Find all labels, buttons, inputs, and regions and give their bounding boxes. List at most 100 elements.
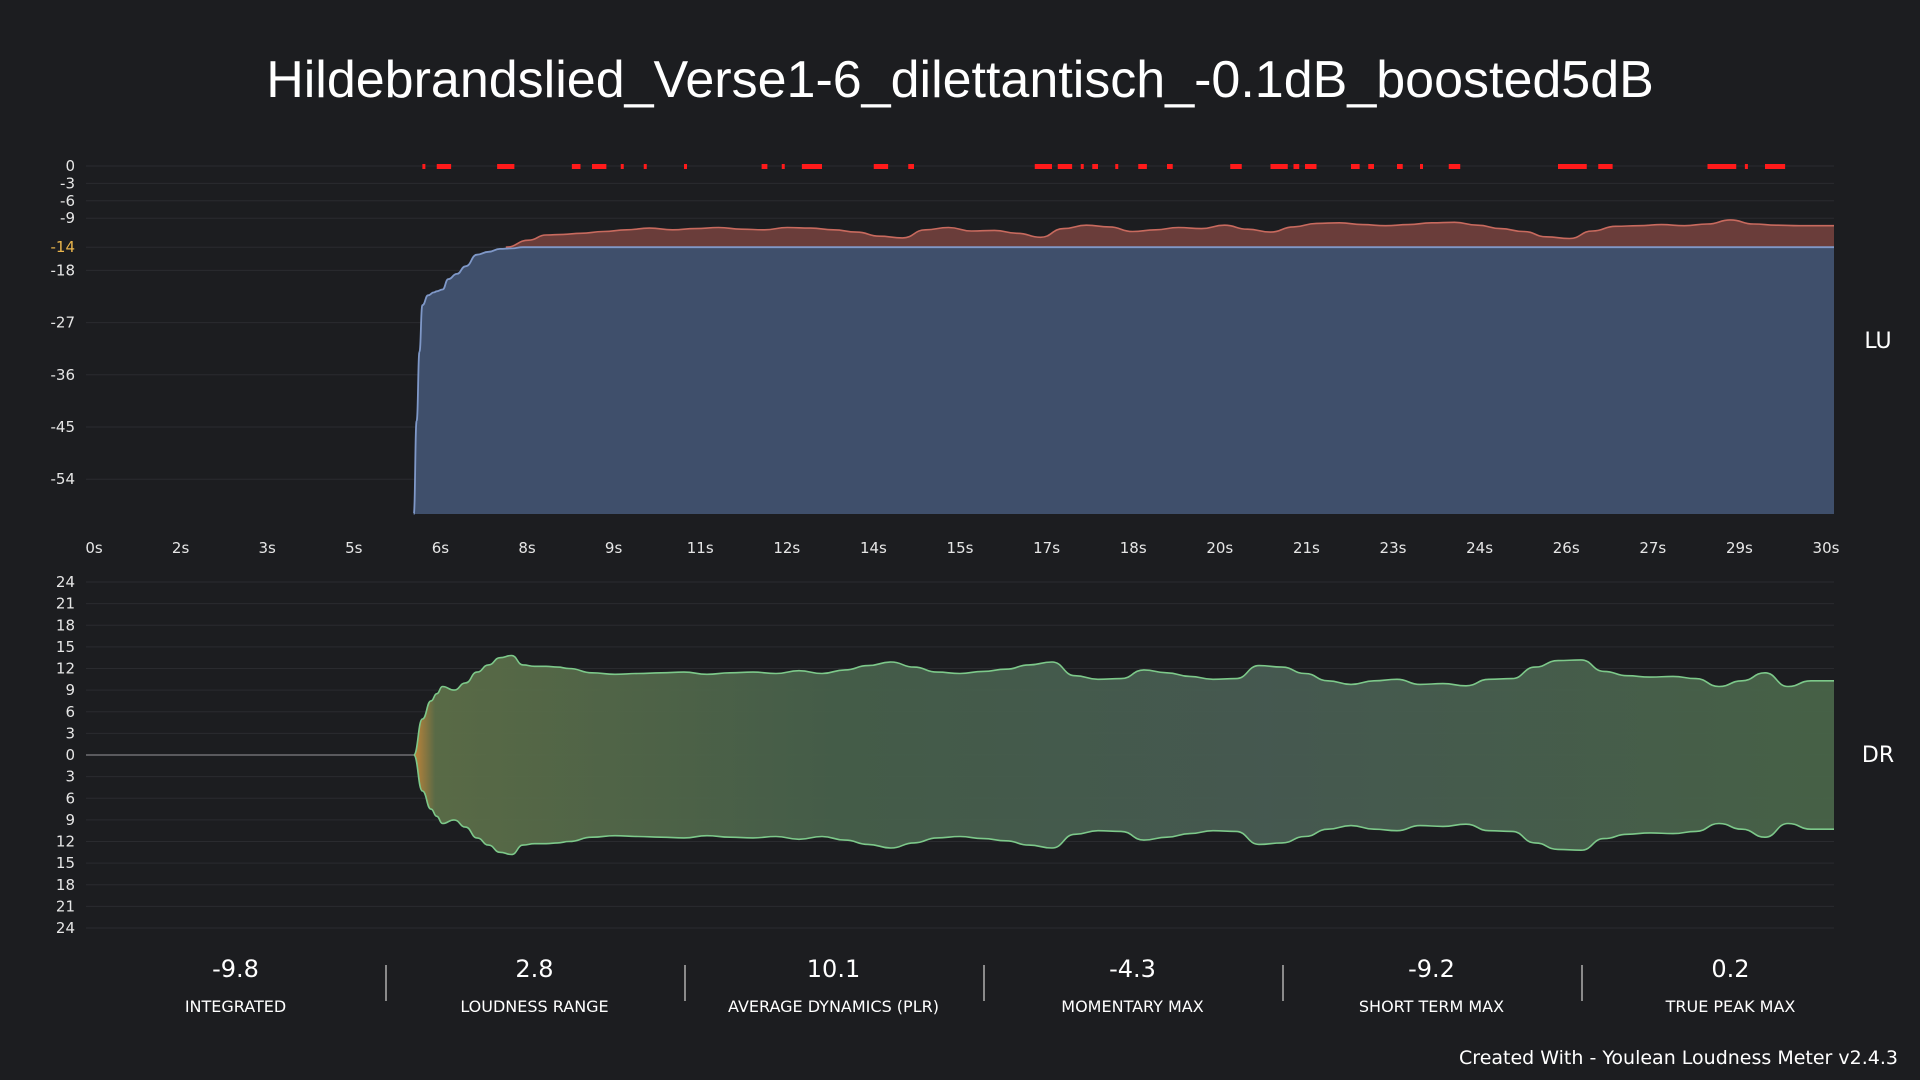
stat-label: LOUDNESS RANGE <box>460 997 609 1016</box>
peak-clip-marker <box>908 164 914 169</box>
peak-clip-marker <box>1138 164 1147 169</box>
peak-clip-marker <box>1598 164 1613 169</box>
x-tick-label: 27s <box>1639 539 1666 557</box>
stat-value: -9.8 <box>212 955 259 983</box>
stat-momentary-max: -4.3 MOMENTARY MAX <box>983 955 1282 1025</box>
y-tick-label: 6 <box>65 703 75 721</box>
loudness-plot <box>412 164 1834 515</box>
integrated-line <box>412 246 1834 515</box>
peak-clip-marker <box>781 164 785 169</box>
y-tick-label: -45 <box>51 418 76 436</box>
y-tick-label: -14 <box>51 238 76 256</box>
peak-clip-marker <box>1397 164 1403 169</box>
stat-label: INTEGRATED <box>184 997 287 1016</box>
x-tick-label: 18s <box>1120 539 1147 557</box>
y-tick-label: 9 <box>65 811 75 829</box>
peak-clip-marker <box>1744 164 1748 169</box>
y-tick-label: 12 <box>56 660 75 678</box>
peak-clip-marker <box>1707 164 1737 169</box>
stat-value: 0.2 <box>1711 955 1750 983</box>
y-tick-label: 21 <box>56 897 75 915</box>
x-tick-label: 5s <box>345 539 363 557</box>
peak-clip-marker <box>620 164 624 169</box>
stat-label: SHORT TERM MAX <box>1358 997 1505 1016</box>
y-tick-label: 3 <box>65 768 75 786</box>
y-tick-label: -36 <box>51 366 76 384</box>
y-tick-label: 18 <box>56 876 75 894</box>
x-tick-label: 23s <box>1380 539 1407 557</box>
y-tick-label: 12 <box>56 833 75 851</box>
short-term-area <box>505 219 1834 248</box>
time-axis: 0s 2s 3s 5s 6s 8s 9s 11s 12s 14s 15s 17s 18s 20s 21s 23… <box>85 539 1839 557</box>
dynamics-lower-line <box>413 754 1834 856</box>
x-tick-label: 2s <box>172 539 190 557</box>
y-tick-label: 9 <box>65 681 75 699</box>
x-tick-label: 3s <box>259 539 277 557</box>
x-tick-label: 15s <box>947 539 974 557</box>
x-tick-label: 26s <box>1553 539 1580 557</box>
stat-label: TRUE PEAK MAX <box>1665 997 1796 1016</box>
stats-bar: -9.8 INTEGRATED 2.8 LOUDNESS RANGE 10.1 … <box>86 955 1880 1025</box>
dynamics-upper-line <box>413 654 1834 756</box>
integrated-area <box>413 247 1834 514</box>
peak-clip-marker <box>684 164 687 169</box>
x-tick-label: 30s <box>1813 539 1840 557</box>
dynamics-area <box>413 655 1834 855</box>
x-tick-label: 21s <box>1293 539 1320 557</box>
stat-value: 2.8 <box>515 955 554 983</box>
peak-clip-marker <box>1558 164 1587 169</box>
y-tick-label: -3 <box>60 174 75 192</box>
stat-label: MOMENTARY MAX <box>1061 997 1204 1016</box>
peak-clip-marker <box>1270 164 1288 169</box>
stat-label: AVERAGE DYNAMICS (PLR) <box>728 997 939 1016</box>
peak-clip-marker <box>1351 164 1360 169</box>
peak-clip-marker <box>1167 164 1173 169</box>
short-term-line <box>505 219 1834 248</box>
x-tick-label: 20s <box>1206 539 1233 557</box>
y-tick-label: 0 <box>65 746 75 764</box>
peak-clip-marker <box>1420 164 1423 169</box>
x-tick-label: 12s <box>773 539 800 557</box>
x-tick-label: 29s <box>1726 539 1753 557</box>
y-tick-label: 0 <box>65 157 75 175</box>
loudness-y-axis: 0-3-6-9 -14 -18 -27 -36 -45 -54 <box>51 157 76 488</box>
x-tick-label: 0s <box>85 539 103 557</box>
stat-value: -4.3 <box>1109 955 1156 983</box>
peak-clip-marker <box>436 164 452 169</box>
y-tick-label: -6 <box>60 192 75 210</box>
y-tick-label: 15 <box>56 638 75 656</box>
peak-clip-marker <box>1765 164 1786 169</box>
x-tick-label: 8s <box>518 539 536 557</box>
stat-short-term-max: -9.2 SHORT TERM MAX <box>1282 955 1581 1025</box>
peak-clip-marker <box>873 164 889 169</box>
dynamics-y-axis: 24 21 18 15 12 9 6 3 0 3 6 9 12 15 18 21 24 <box>56 573 75 937</box>
chart-title: Hildebrandslied_Verse1-6_dilettantisch_-… <box>266 51 1654 109</box>
peak-clip-marker <box>422 164 426 169</box>
dynamics-unit-label: DR <box>1862 743 1894 768</box>
loudness-unit-label: LU <box>1864 329 1891 354</box>
y-tick-label: 3 <box>65 724 75 742</box>
dynamics-plot <box>413 654 1834 856</box>
peak-clip-marker <box>1305 164 1317 169</box>
y-tick-label: -9 <box>60 209 75 227</box>
peak-clip-marker <box>592 164 607 169</box>
x-tick-label: 24s <box>1466 539 1493 557</box>
peak-clip-marker <box>1080 164 1084 169</box>
y-tick-label: -54 <box>51 470 76 488</box>
peak-clip-marker <box>1448 164 1461 169</box>
stat-integrated: -9.8 INTEGRATED <box>86 955 385 1025</box>
x-tick-label: 14s <box>860 539 887 557</box>
x-tick-label: 11s <box>687 539 714 557</box>
stat-average-dynamics: 10.1 AVERAGE DYNAMICS (PLR) <box>684 955 983 1025</box>
peak-clip-marker <box>643 164 647 169</box>
y-tick-label: 6 <box>65 789 75 807</box>
peak-clip-marker <box>571 164 581 169</box>
x-tick-label: 6s <box>432 539 450 557</box>
peak-clip-marker <box>1115 164 1119 169</box>
stat-value: 10.1 <box>806 955 861 983</box>
stat-value: -9.2 <box>1408 955 1455 983</box>
y-tick-label: 24 <box>56 919 75 937</box>
y-tick-label: -27 <box>51 314 76 332</box>
x-tick-label: 17s <box>1033 539 1060 557</box>
